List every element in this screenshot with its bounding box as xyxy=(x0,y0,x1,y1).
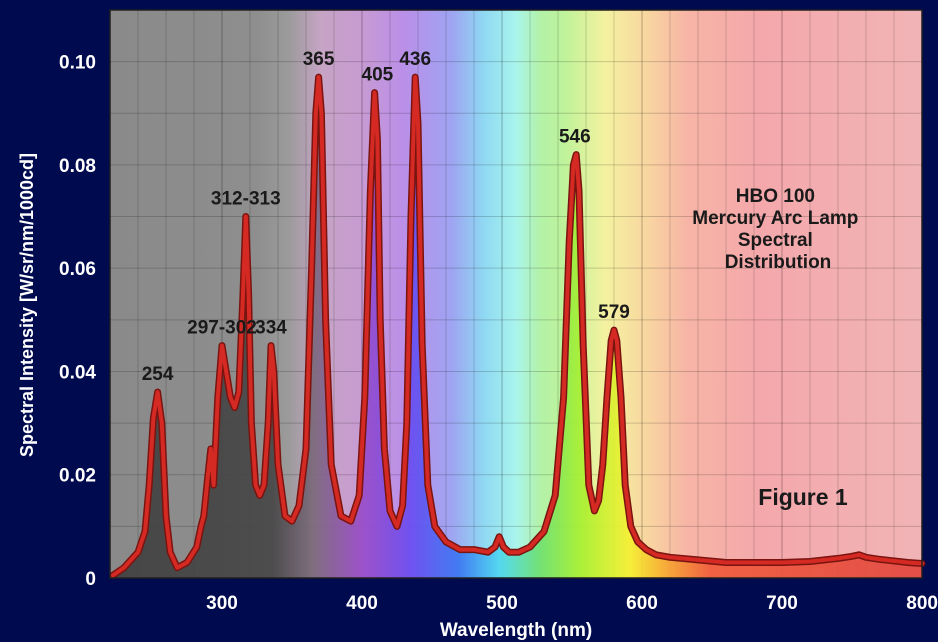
peak-label: 254 xyxy=(142,364,174,385)
x-tick-label: 800 xyxy=(906,593,938,614)
peak-label: 546 xyxy=(559,127,591,148)
annotation-title-line-2: Mercury Arc Lamp xyxy=(692,208,858,229)
peak-label: 297-302 xyxy=(187,318,257,339)
y-axis-label: Spectral Intensity [W/sr/nm/1000cd] xyxy=(17,153,37,457)
peak-label: 405 xyxy=(362,65,394,86)
peak-label: 436 xyxy=(399,49,431,70)
x-axis-ticks: 300 400 500 600 700 800 xyxy=(206,593,938,614)
y-tick-label: 0.04 xyxy=(59,362,96,383)
annotation-title: HBO 100 Mercury Arc Lamp Spectral Distri… xyxy=(692,186,863,273)
x-axis-label: Wavelength (nm) xyxy=(440,620,592,641)
y-tick-label: 0.10 xyxy=(59,53,96,74)
y-axis-ticks: 0 0.02 0.04 0.06 0.08 0.10 xyxy=(59,53,96,590)
annotation-title-line-3: Spectral xyxy=(738,230,813,251)
plot-border xyxy=(109,9,923,579)
figure-label: Figure 1 xyxy=(758,484,848,510)
annotation-title-line-1: HBO 100 xyxy=(736,186,815,207)
y-tick-label: 0.02 xyxy=(59,466,96,487)
peak-label: 334 xyxy=(255,318,287,339)
x-tick-label: 600 xyxy=(626,593,658,614)
x-tick-label: 700 xyxy=(766,593,798,614)
x-tick-label: 400 xyxy=(346,593,378,614)
y-tick-label: 0.06 xyxy=(59,259,96,280)
y-tick-label: 0 xyxy=(85,569,96,590)
spectrum-line xyxy=(110,75,924,578)
x-tick-label: 500 xyxy=(486,593,518,614)
peak-label: 365 xyxy=(303,49,335,70)
y-tick-label: 0.08 xyxy=(59,156,96,177)
annotation-title-line-4: Distribution xyxy=(725,252,832,273)
peak-label: 312-313 xyxy=(211,189,281,210)
x-tick-label: 300 xyxy=(206,593,238,614)
peak-label: 579 xyxy=(598,302,630,323)
